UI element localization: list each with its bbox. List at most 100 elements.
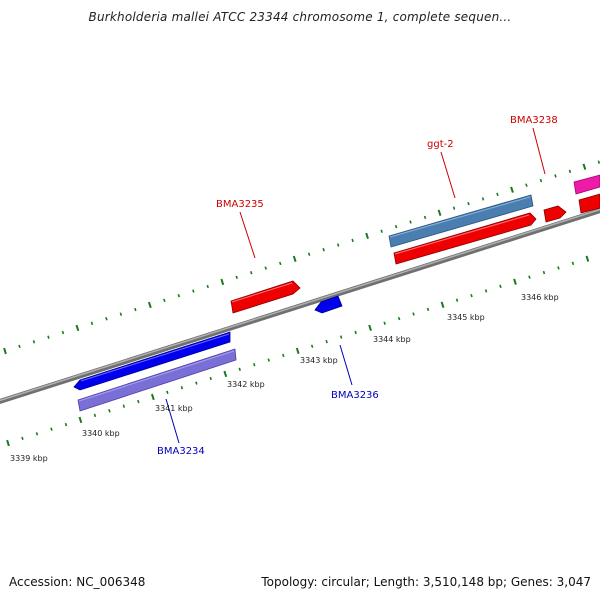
minor-tick [383, 321, 386, 325]
major-tick [3, 347, 7, 355]
minor-tick [35, 432, 39, 436]
major-tick [223, 370, 228, 378]
minor-tick [325, 339, 328, 344]
minor-tick [528, 275, 531, 279]
minor-tick [206, 284, 209, 289]
feature-bma3234-gene[interactable] [77, 348, 237, 412]
major-tick [295, 347, 300, 355]
minor-tick [394, 224, 398, 229]
feature-ggt-2-gene[interactable] [388, 194, 534, 248]
ruler-label: 3342 kbp [227, 380, 265, 389]
upper-tick-ruler [3, 160, 600, 355]
minor-tick [571, 261, 575, 266]
minor-tick [467, 201, 470, 206]
minor-tick [250, 271, 253, 275]
minor-tick [93, 413, 97, 418]
minor-tick [177, 294, 181, 298]
minor-tick [195, 381, 198, 385]
minor-tick [235, 275, 238, 279]
major-tick [150, 393, 155, 401]
minor-tick [122, 404, 126, 408]
minor-tick [119, 312, 123, 316]
ruler-label: 3339 kbp [10, 454, 48, 463]
minor-tick [180, 386, 184, 390]
lower-tick-ruler [6, 255, 590, 447]
sequence-summary: Topology: circular; Length: 3,510,148 bp… [261, 575, 591, 589]
minor-tick [21, 436, 24, 441]
minor-tick [525, 183, 528, 187]
minor-tick [597, 160, 600, 164]
minor-tick [108, 409, 111, 413]
map-title: Burkholderia mallei ATCC 23344 chromosom… [88, 10, 512, 24]
minor-tick [166, 390, 169, 395]
minor-tick [64, 422, 68, 427]
minor-tick [496, 192, 499, 197]
minor-tick [322, 247, 325, 252]
minor-tick [192, 289, 195, 293]
leader-bma3235 [239, 211, 256, 259]
minor-tick [61, 330, 65, 335]
major-tick [78, 416, 83, 424]
major-tick [582, 163, 587, 170]
minor-tick [105, 317, 108, 321]
minor-tick [307, 252, 311, 256]
major-tick [292, 255, 297, 263]
feature-bma3238-gene[interactable] [573, 174, 600, 195]
minor-tick [253, 363, 256, 367]
accession-text: Accession: NC_006348 [9, 575, 146, 589]
leader-bma3238 [532, 127, 546, 175]
minor-tick [50, 427, 53, 431]
minor-tick [354, 330, 357, 335]
feature-bma3236[interactable] [314, 295, 343, 314]
feature-small-red[interactable] [543, 205, 567, 223]
ruler-label: 3341 kbp [155, 404, 193, 413]
leader-bma3236 [339, 344, 353, 386]
minor-tick [426, 307, 430, 312]
major-tick [75, 324, 80, 332]
minor-tick [499, 284, 502, 289]
minor-tick [163, 298, 166, 303]
minor-tick [380, 229, 383, 233]
minor-tick [18, 344, 21, 349]
ruler-label: 3343 kbp [300, 356, 338, 365]
minor-tick [32, 340, 36, 344]
leader-bma3234 [165, 398, 180, 444]
major-tick [513, 278, 517, 285]
minor-tick [568, 169, 572, 174]
minor-tick [282, 353, 285, 358]
minor-tick [90, 321, 94, 326]
minor-tick [339, 335, 343, 339]
minor-tick [267, 358, 270, 362]
minor-tick [134, 307, 137, 312]
minor-tick [452, 206, 456, 210]
label-bma3235[interactable]: BMA3235 [216, 199, 264, 210]
leader-ggt-2 [440, 151, 456, 199]
minor-tick [238, 367, 241, 371]
minor-tick [423, 215, 427, 220]
major-tick [147, 301, 152, 309]
minor-tick [397, 316, 401, 321]
feature-ggt-2-cds[interactable] [393, 212, 537, 265]
feature-track [73, 174, 600, 412]
major-tick [510, 186, 514, 193]
minor-tick [264, 266, 267, 270]
feature-bma3238-cds[interactable] [578, 193, 600, 214]
ruler-label: 3340 kbp [82, 429, 120, 438]
minor-tick [542, 270, 546, 275]
feature-bma3235[interactable] [230, 280, 301, 314]
label-ggt-2[interactable]: ggt-2 [427, 139, 454, 150]
major-tick [220, 278, 225, 286]
genome-backbone [0, 207, 600, 405]
label-bma3236[interactable]: BMA3236 [331, 390, 379, 401]
label-bma3238[interactable]: BMA3238 [510, 115, 558, 126]
minor-tick [409, 220, 412, 224]
minor-tick [481, 197, 485, 201]
major-tick [365, 232, 369, 240]
minor-tick [137, 399, 140, 404]
major-tick [585, 255, 590, 262]
label-bma3234[interactable]: BMA3234 [157, 446, 205, 457]
major-tick [368, 324, 372, 332]
major-tick [6, 439, 10, 447]
minor-tick [484, 289, 488, 293]
